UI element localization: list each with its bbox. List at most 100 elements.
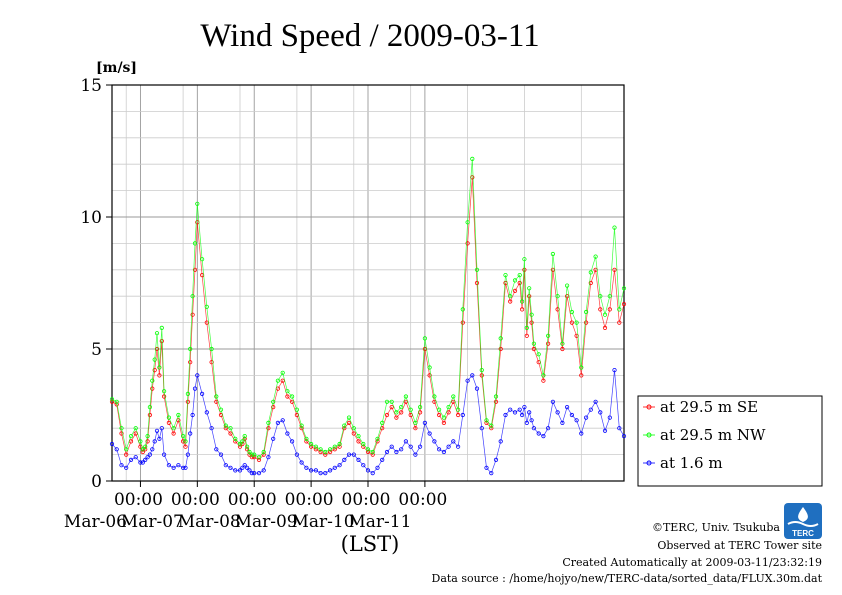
x-tick-time-label: 00:00 (171, 490, 220, 510)
data-point (147, 412, 152, 418)
data-point (493, 394, 499, 399)
legend-label: at 29.5 m SE (660, 398, 758, 416)
data-point (128, 433, 134, 439)
data-point (583, 309, 589, 315)
data-point (602, 428, 608, 433)
data-point (228, 426, 233, 431)
data-point (195, 201, 200, 206)
data-point (143, 457, 148, 462)
chart-title: Wind Speed / 2009-03-11 (200, 18, 539, 54)
data-point (190, 412, 195, 418)
data-point (522, 257, 527, 262)
data-point (465, 378, 470, 383)
data-point (109, 399, 115, 404)
data-point (519, 412, 525, 418)
data-point (150, 378, 155, 383)
data-point (446, 404, 451, 410)
data-point (143, 444, 148, 449)
data-point (162, 394, 167, 399)
data-point (119, 431, 124, 436)
data-point (289, 394, 295, 399)
data-point (436, 407, 442, 412)
data-point (508, 299, 513, 304)
data-point (200, 391, 205, 396)
x-tick-date-label: Mar-08 (178, 512, 241, 532)
y-tick-label: 5 (91, 340, 102, 360)
data-point (422, 336, 427, 341)
created-timestamp-text: Created Automatically at 2009-03-11/23:3… (562, 556, 822, 569)
data-point (470, 156, 475, 161)
data-series (109, 156, 627, 476)
data-point (460, 320, 465, 325)
data-point (237, 441, 243, 447)
data-point (150, 386, 155, 391)
data-point (441, 415, 446, 420)
data-point (508, 407, 513, 412)
data-point (455, 412, 461, 418)
data-point (560, 420, 565, 425)
data-point (247, 449, 252, 455)
x-tick-time-label: 00:00 (398, 490, 447, 510)
data-point (384, 449, 390, 455)
data-point (351, 431, 356, 436)
data-point (399, 404, 404, 410)
data-point (147, 452, 152, 457)
observed-site-text: Observed at TERC Tower site (657, 539, 822, 552)
data-point (280, 418, 285, 423)
data-point (455, 444, 461, 449)
x-tick-date-label: Mar-11 (348, 512, 411, 532)
data-point (380, 420, 385, 425)
data-point (188, 431, 193, 436)
data-point (152, 357, 157, 362)
data-point (138, 460, 143, 465)
data-point (375, 436, 380, 441)
data-point (498, 439, 503, 444)
data-point (209, 360, 214, 365)
data-point (124, 447, 129, 452)
data-point (228, 431, 233, 436)
data-point (294, 452, 299, 457)
data-point (223, 423, 228, 428)
data-point (465, 220, 470, 225)
data-point (252, 470, 257, 476)
data-point (519, 299, 525, 304)
data-point (545, 333, 551, 338)
data-point (432, 394, 437, 399)
data-point (555, 307, 560, 312)
data-point (384, 412, 390, 418)
data-point (569, 309, 575, 315)
data-point (266, 426, 271, 431)
data-point (351, 426, 356, 431)
data-point (252, 455, 257, 460)
data-point (323, 452, 328, 457)
x-tick-date-label: Mar-10 (291, 512, 354, 532)
data-point (579, 373, 584, 378)
y-axis: 0 5 10 15 (80, 76, 112, 492)
data-point (237, 444, 243, 449)
data-point (308, 468, 314, 473)
data-point (285, 431, 290, 436)
data-point (479, 367, 484, 373)
data-point (159, 338, 164, 344)
data-point (299, 423, 304, 428)
data-point (550, 251, 556, 257)
data-point (171, 465, 176, 470)
data-point (508, 294, 513, 299)
data-point (413, 426, 418, 431)
data-point (233, 436, 238, 441)
data-point (441, 449, 446, 455)
data-point (527, 286, 532, 291)
logo-text: TERC (792, 529, 814, 538)
data-point (313, 468, 318, 473)
data-point (133, 455, 138, 460)
data-point (517, 407, 522, 412)
data-point (356, 439, 361, 444)
data-point (607, 307, 612, 312)
data-point (484, 420, 489, 425)
data-point (394, 415, 399, 420)
data-point (583, 320, 589, 325)
data-point (498, 346, 503, 352)
data-point (240, 465, 245, 470)
data-point (484, 465, 489, 470)
